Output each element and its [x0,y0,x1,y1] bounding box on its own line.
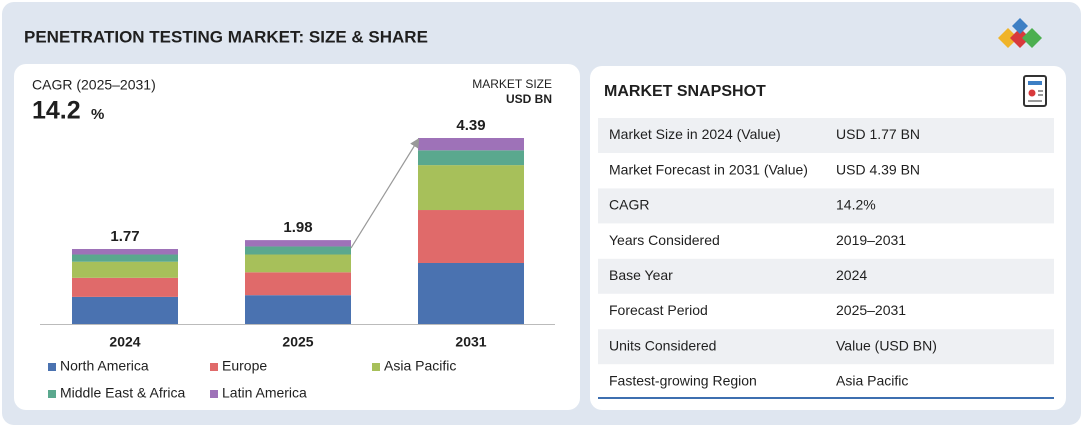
bar-segment [245,254,351,273]
row-label: Market Forecast in 2031 (Value) [609,161,808,177]
legend-label: North America [60,358,149,374]
row-label: Market Size in 2024 (Value) [609,126,781,142]
bar-segment [72,249,178,255]
row-label: CAGR [609,197,649,213]
row-value: USD 4.39 BN [836,161,920,177]
legend-swatch [210,390,218,398]
cagr-unit: % [91,106,104,123]
cagr-label: CAGR (2025–2031) [32,77,156,93]
bar-segment [245,246,351,255]
legend-label: Europe [222,358,267,374]
snapshot-icon [1023,75,1047,107]
logo [998,18,1042,48]
row-bg [598,329,1054,365]
row-value: USD 1.77 BN [836,126,920,142]
title: PENETRATION TESTING MARKET: SIZE & SHARE [24,27,428,46]
legend-label: Asia Pacific [384,358,456,374]
bar-segment [418,165,524,211]
row-bg [598,118,1054,153]
legend-swatch [48,363,56,371]
legend-swatch [372,363,380,371]
x-tick-label: 2031 [455,334,486,350]
bar-segment [418,262,524,324]
snapshot-title: MARKET SNAPSHOT [604,83,766,100]
row-label: Fastest-growing Region [609,373,757,389]
legend-label: Middle East & Africa [60,385,185,401]
row-label: Base Year [609,267,673,283]
row-value: 14.2% [836,197,876,213]
row-value: Value (USD BN) [836,337,937,353]
total-label: 1.98 [283,219,312,236]
bar-segment [418,210,524,263]
row-bg [598,258,1054,294]
bar-segment [245,240,351,247]
x-tick-label: 2024 [109,334,140,350]
row-label: Years Considered [609,232,720,248]
row-value: 2025–2031 [836,302,906,318]
row-label: Units Considered [609,337,716,353]
unit-note: MARKET SIZE [472,77,552,91]
row-value: 2019–2031 [836,232,906,248]
growth-arrow [350,137,420,249]
bar-segment [418,138,524,151]
bar-segment [72,277,178,297]
legend-swatch [48,390,56,398]
total-label: 4.39 [456,117,485,134]
bar-segment [72,254,178,262]
bar-segment [418,150,524,166]
bar-segment [245,272,351,296]
unit-note: USD BN [506,92,552,106]
bar-segment [72,296,178,324]
legend-label: Latin America [222,385,307,401]
legend-swatch [210,363,218,371]
row-value: Asia Pacific [836,373,908,389]
cagr-value: 14.2 [32,97,81,125]
row-label: Forecast Period [609,302,708,318]
x-tick-label: 2025 [282,334,313,350]
bar-segment [245,295,351,324]
row-bg [598,188,1054,224]
row-value: 2024 [836,267,867,283]
bar-segment [72,261,178,278]
total-label: 1.77 [110,228,139,245]
